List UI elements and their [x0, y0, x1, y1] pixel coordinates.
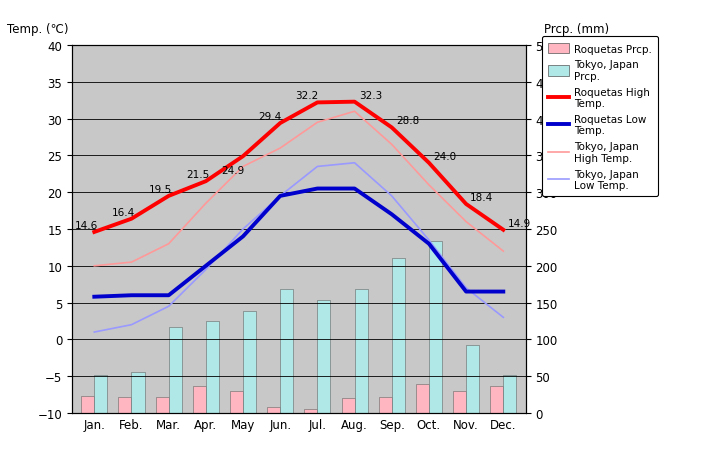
Text: 14.6: 14.6 [75, 220, 98, 230]
Bar [429, 241, 442, 413]
Text: 21.5: 21.5 [186, 170, 210, 179]
Text: Prcp. (mm): Prcp. (mm) [544, 23, 608, 36]
Bar [193, 386, 206, 413]
Bar [379, 397, 392, 413]
Bar [392, 259, 405, 413]
Bar [230, 391, 243, 413]
Bar [466, 345, 479, 413]
Text: 16.4: 16.4 [112, 207, 135, 217]
Legend: Roquetas Prcp., Tokyo, Japan
Prcp., Roquetas High
Temp., Roquetas Low
Temp., Tok: Roquetas Prcp., Tokyo, Japan Prcp., Roqu… [541, 37, 658, 197]
Bar [81, 396, 94, 413]
Bar [132, 372, 145, 413]
Text: 19.5: 19.5 [149, 185, 173, 194]
Bar [280, 290, 293, 413]
Bar [206, 321, 219, 413]
Bar [416, 384, 429, 413]
Bar [305, 409, 318, 413]
Text: 18.4: 18.4 [470, 192, 493, 202]
Bar [453, 391, 466, 413]
Text: 32.2: 32.2 [295, 91, 318, 101]
Bar [490, 386, 503, 413]
Bar [156, 397, 168, 413]
Bar [318, 300, 330, 413]
Bar [168, 327, 181, 413]
Text: 28.8: 28.8 [396, 116, 419, 126]
Bar [94, 375, 107, 413]
Bar [503, 375, 516, 413]
Text: 14.9: 14.9 [508, 218, 531, 228]
Bar [243, 312, 256, 413]
Text: 24.9: 24.9 [221, 165, 244, 175]
Text: 29.4: 29.4 [258, 112, 282, 122]
Bar [354, 290, 368, 413]
Text: 32.3: 32.3 [359, 90, 382, 100]
Bar [341, 398, 354, 413]
Bar [119, 397, 132, 413]
Text: Temp. (℃): Temp. (℃) [7, 23, 68, 36]
Bar [267, 407, 280, 413]
Text: 24.0: 24.0 [433, 151, 456, 161]
